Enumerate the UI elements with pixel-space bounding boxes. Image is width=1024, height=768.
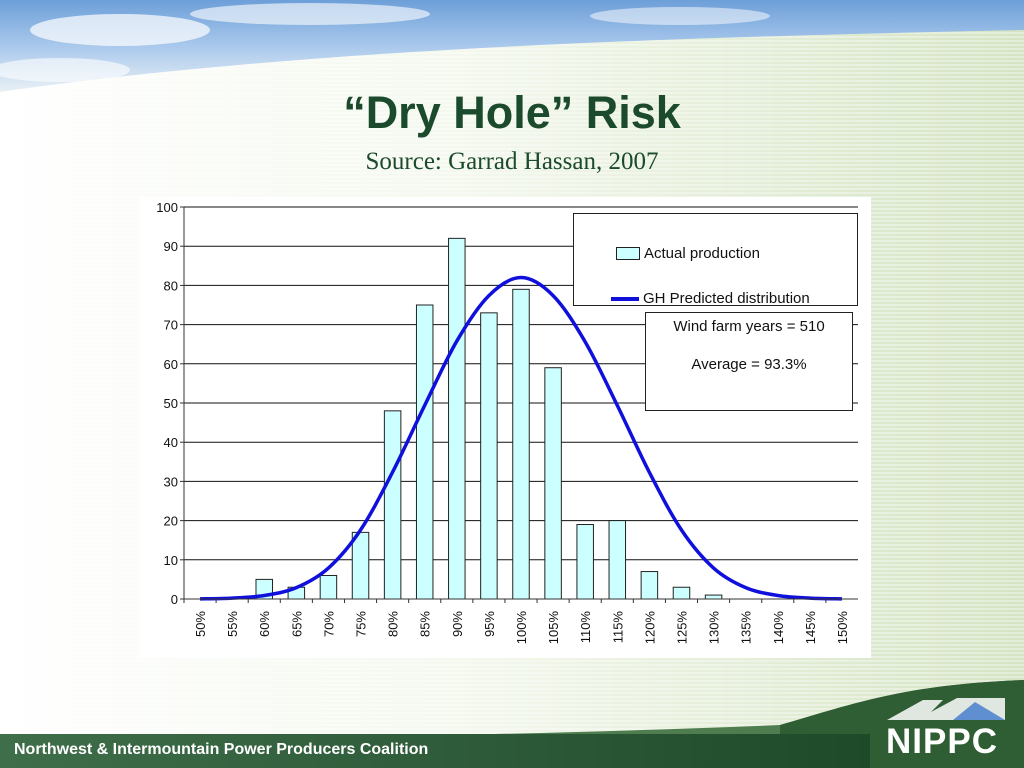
bar [415, 304, 434, 600]
bar [640, 571, 659, 600]
cloud-4 [590, 7, 770, 25]
bar [608, 520, 627, 600]
cloud-1 [30, 14, 210, 46]
axes: 0 10 20 30 40 50 60 70 80 90 100 50% 55% 60% 65% 70% 75%… [156, 200, 858, 644]
bar [544, 367, 562, 600]
bar [319, 574, 338, 600]
x-tick-label: 60% [257, 611, 272, 637]
bar [480, 312, 498, 600]
legend-item-actual: Actual production [616, 245, 760, 262]
y-tick-label: 60 [164, 357, 178, 372]
stats-wind-farm-years: Wind farm years = 510 [673, 318, 825, 335]
x-tick-label: 100% [514, 611, 529, 645]
y-tick-label: 70 [164, 318, 178, 333]
x-tick-label: 85% [418, 611, 433, 637]
nippc-logo-text: NIPPC [886, 722, 998, 761]
predicted-curve [200, 275, 842, 601]
stats-box: Wind farm years = 510 Average = 93.3% [645, 312, 853, 411]
x-tick-label: 90% [450, 611, 465, 637]
x-tick-label: 50% [193, 611, 208, 637]
cloud-2 [190, 3, 430, 25]
x-tick-label: 130% [707, 611, 722, 645]
footer-band [0, 734, 870, 768]
bar [351, 531, 370, 600]
x-tick-label: 115% [610, 611, 625, 644]
x-tick-label: 105% [546, 611, 561, 645]
bar [704, 594, 723, 600]
y-tick-label: 30 [164, 474, 178, 489]
y-tick-label: 40 [164, 435, 178, 450]
bar [448, 237, 466, 600]
y-tick-label: 80 [164, 278, 178, 293]
x-tick-label: 95% [482, 611, 497, 637]
stats-average: Average = 93.3% [691, 356, 807, 373]
x-tick-label: 140% [771, 611, 786, 645]
x-tick-label: 80% [386, 611, 401, 637]
x-tick-label: 135% [739, 611, 754, 645]
y-tick-label: 10 [164, 553, 178, 568]
legend-label-predicted: GH Predicted distribution [643, 290, 810, 307]
x-tick-label: 110% [578, 611, 593, 644]
legend-swatch-line [611, 296, 639, 301]
legend-item-predicted: GH Predicted distribution [611, 290, 810, 307]
legend-label-actual: Actual production [644, 245, 760, 262]
x-tick-label: 120% [642, 611, 657, 645]
bar [383, 410, 402, 600]
slide-title: “Dry Hole” Risk [343, 87, 681, 138]
bar [512, 288, 530, 600]
bar [576, 524, 594, 600]
x-tick-label: 75% [354, 611, 369, 637]
legend-swatch-bar [616, 247, 640, 260]
y-tick-label: 20 [164, 514, 178, 529]
y-tick-label: 90 [164, 239, 178, 254]
x-tick-label: 70% [321, 611, 336, 637]
x-tick-label: 65% [289, 611, 304, 637]
y-tick-label: 0 [171, 592, 178, 607]
nippc-logo-icon [887, 698, 1005, 720]
chart-panel: 0 10 20 30 40 50 60 70 80 90 100 50% 55% 60% 65% 70% 75%… [140, 197, 871, 658]
bar [672, 586, 691, 600]
cloud-3 [0, 58, 130, 82]
histogram-chart: 0 10 20 30 40 50 60 70 80 90 100 50% 55% 60% 65% 70% 75%… [156, 200, 858, 644]
footer-organization: Northwest & Intermountain Power Producer… [14, 741, 429, 758]
x-tick-label: 55% [225, 611, 240, 637]
x-tick-label: 125% [674, 611, 689, 645]
x-tick-label: 145% [803, 611, 818, 645]
slide-subtitle: Source: Garrad Hassan, 2007 [365, 148, 659, 175]
x-tick-label: 150% [835, 611, 850, 645]
y-tick-label: 50 [164, 396, 178, 411]
y-tick-label: 100 [156, 200, 178, 215]
curve-layer [200, 275, 842, 601]
bars [255, 237, 723, 600]
legend: Actual production GH Predicted distribut… [573, 213, 858, 307]
